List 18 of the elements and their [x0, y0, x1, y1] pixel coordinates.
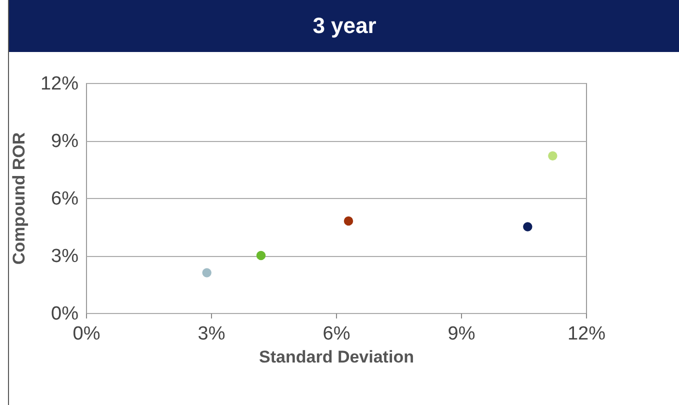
x-tick-label: 0% — [72, 324, 100, 344]
x-tick-label: 9% — [448, 324, 476, 344]
point — [256, 250, 266, 260]
y-tick-label: 0% — [51, 304, 79, 324]
x-tick-label: 3% — [198, 324, 226, 344]
y-tick-label: 9% — [51, 131, 79, 152]
y-tick-label: 3% — [51, 246, 79, 267]
chart-title: 3 year — [9, 0, 679, 52]
point — [202, 268, 212, 278]
y-tick-label: 12% — [40, 74, 79, 94]
point — [523, 222, 532, 232]
x-tick-label: 12% — [567, 324, 606, 344]
y-axis-title: Compound ROR — [9, 132, 28, 265]
x-axis-title: Standard Deviation — [259, 348, 414, 366]
point — [344, 216, 354, 226]
point — [548, 151, 558, 160]
y-tick-label: 6% — [51, 188, 79, 210]
x-tick-label: 6% — [322, 324, 350, 344]
